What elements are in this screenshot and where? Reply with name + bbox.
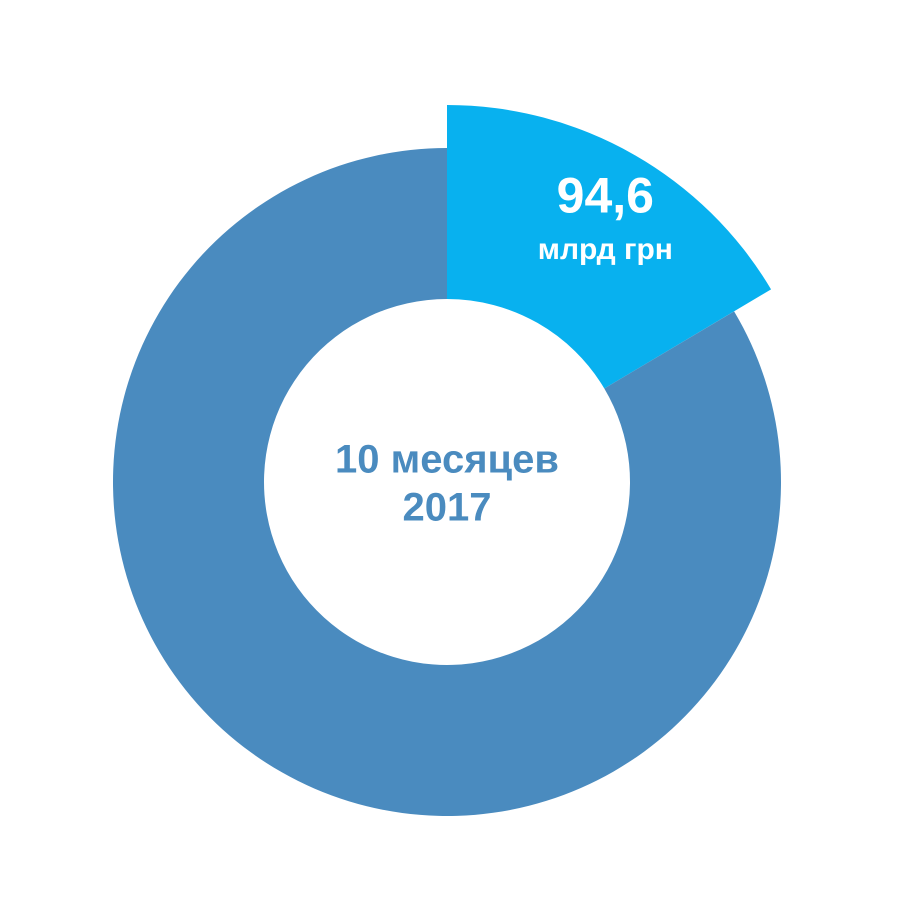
center-text: 10 месяцев — [335, 438, 559, 482]
value-label: 94,6 — [557, 167, 654, 223]
center-text: 2017 — [403, 486, 492, 530]
slice — [447, 105, 772, 389]
slice — [113, 148, 781, 817]
slices — [113, 105, 781, 817]
unit-label: млрд грн — [538, 233, 673, 266]
